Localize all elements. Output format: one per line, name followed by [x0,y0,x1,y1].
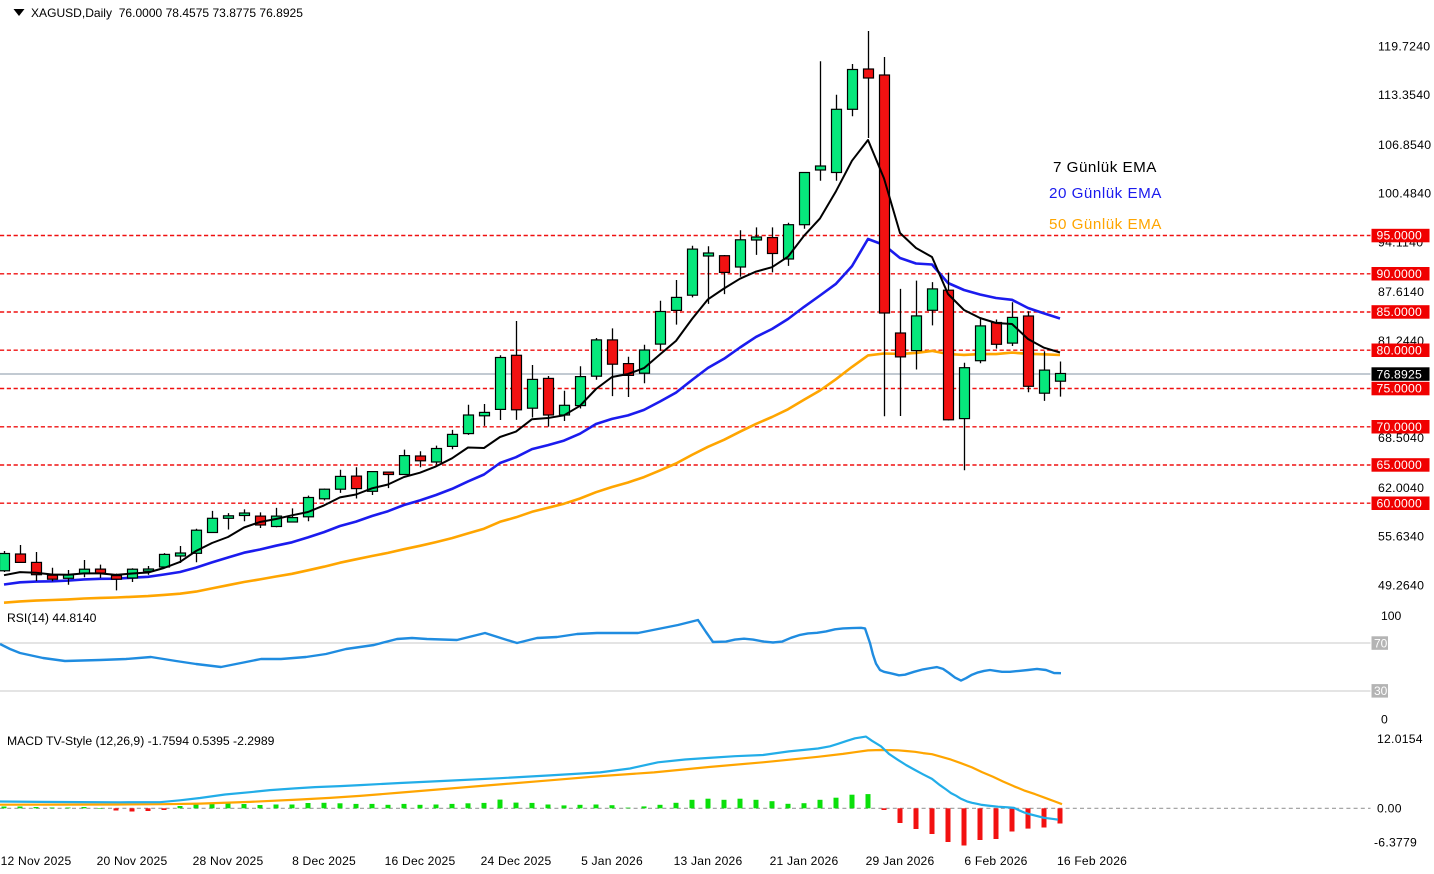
svg-text:90.0000: 90.0000 [1377,267,1422,281]
svg-text:30: 30 [1374,684,1388,698]
svg-text:50 Günlük EMA: 50 Günlük EMA [1049,216,1162,233]
svg-text:80.0000: 80.0000 [1377,343,1422,357]
svg-text:49.2640: 49.2640 [1378,578,1424,592]
svg-text:RSI(14) 44.8140: RSI(14) 44.8140 [7,611,97,625]
svg-text:0: 0 [1381,713,1388,727]
svg-text:5 Jan 2026: 5 Jan 2026 [581,854,643,868]
svg-text:13 Jan 2026: 13 Jan 2026 [674,854,743,868]
svg-text:21 Jan 2026: 21 Jan 2026 [770,854,839,868]
svg-text:XAGUSD,Daily 76.0000 78.4575: XAGUSD,Daily 76.0000 78.4575 73.8775 76.… [31,6,303,20]
svg-text:-6.3779: -6.3779 [1374,836,1417,850]
svg-text:65.0000: 65.0000 [1377,458,1422,472]
svg-text:28 Nov 2025: 28 Nov 2025 [193,854,264,868]
svg-text:29 Jan 2026: 29 Jan 2026 [866,854,935,868]
svg-text:55.6340: 55.6340 [1378,530,1424,544]
svg-text:12 Nov 2025: 12 Nov 2025 [1,854,72,868]
svg-text:119.7240: 119.7240 [1378,39,1430,53]
svg-text:7 Günlük EMA: 7 Günlük EMA [1053,159,1157,176]
svg-text:95.0000: 95.0000 [1377,229,1422,243]
svg-text:70.0000: 70.0000 [1377,420,1422,434]
svg-text:MACD TV-Style (12,26,9) -1.759: MACD TV-Style (12,26,9) -1.7594 0.5395 -… [7,734,275,748]
svg-text:20 Günlük EMA: 20 Günlük EMA [1049,185,1162,202]
svg-text:16 Dec 2025: 16 Dec 2025 [385,854,456,868]
svg-text:100: 100 [1381,609,1402,623]
svg-text:20 Nov 2025: 20 Nov 2025 [97,854,168,868]
svg-text:62.0040: 62.0040 [1378,481,1424,495]
svg-text:6 Feb 2026: 6 Feb 2026 [964,854,1027,868]
svg-text:12.0154: 12.0154 [1377,732,1423,746]
svg-text:113.3540: 113.3540 [1378,88,1430,102]
svg-text:8 Dec 2025: 8 Dec 2025 [292,854,356,868]
svg-text:106.8540: 106.8540 [1378,138,1431,152]
svg-text:85.0000: 85.0000 [1377,305,1422,319]
svg-text:68.5040: 68.5040 [1378,431,1424,445]
svg-text:87.6140: 87.6140 [1378,285,1424,299]
svg-text:76.8925: 76.8925 [1377,367,1422,381]
svg-text:60.0000: 60.0000 [1377,496,1422,510]
svg-text:24 Dec 2025: 24 Dec 2025 [481,854,552,868]
svg-text:0.00: 0.00 [1377,801,1402,815]
svg-text:70: 70 [1374,636,1388,650]
svg-text:75.0000: 75.0000 [1377,382,1422,396]
svg-text:16 Feb 2026: 16 Feb 2026 [1057,854,1127,868]
svg-text:100.4840: 100.4840 [1378,187,1431,201]
